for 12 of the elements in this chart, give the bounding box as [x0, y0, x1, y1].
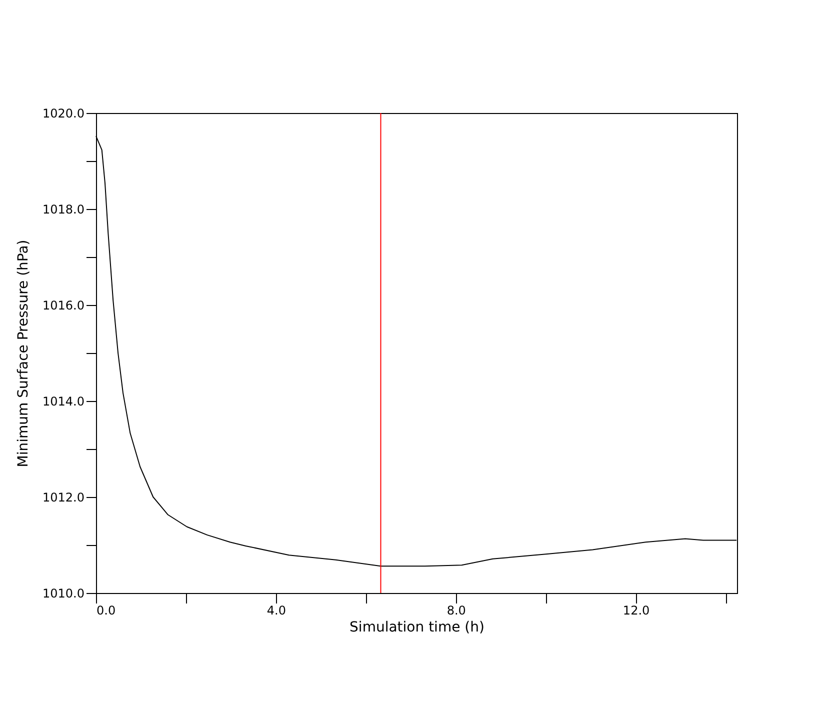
- y-tick-label: 1010.0: [42, 586, 84, 600]
- y-axis-title: Minimum Surface Pressure (hPa): [16, 240, 32, 468]
- y-tick-label: 1018.0: [42, 202, 84, 216]
- y-tick-label: 1014.0: [42, 394, 84, 408]
- y-tick-label: 1012.0: [42, 490, 84, 504]
- y-tick-label: 1020.0: [42, 106, 84, 120]
- y-tick-label: 1016.0: [42, 298, 84, 312]
- x-tick-label: 12.0: [622, 604, 650, 618]
- x-axis-title: Simulation time (h): [350, 620, 484, 636]
- x-tick-label: 0.0: [96, 604, 116, 618]
- x-tick-label: 8.0: [446, 604, 466, 618]
- x-tick-label: 4.0: [266, 604, 286, 618]
